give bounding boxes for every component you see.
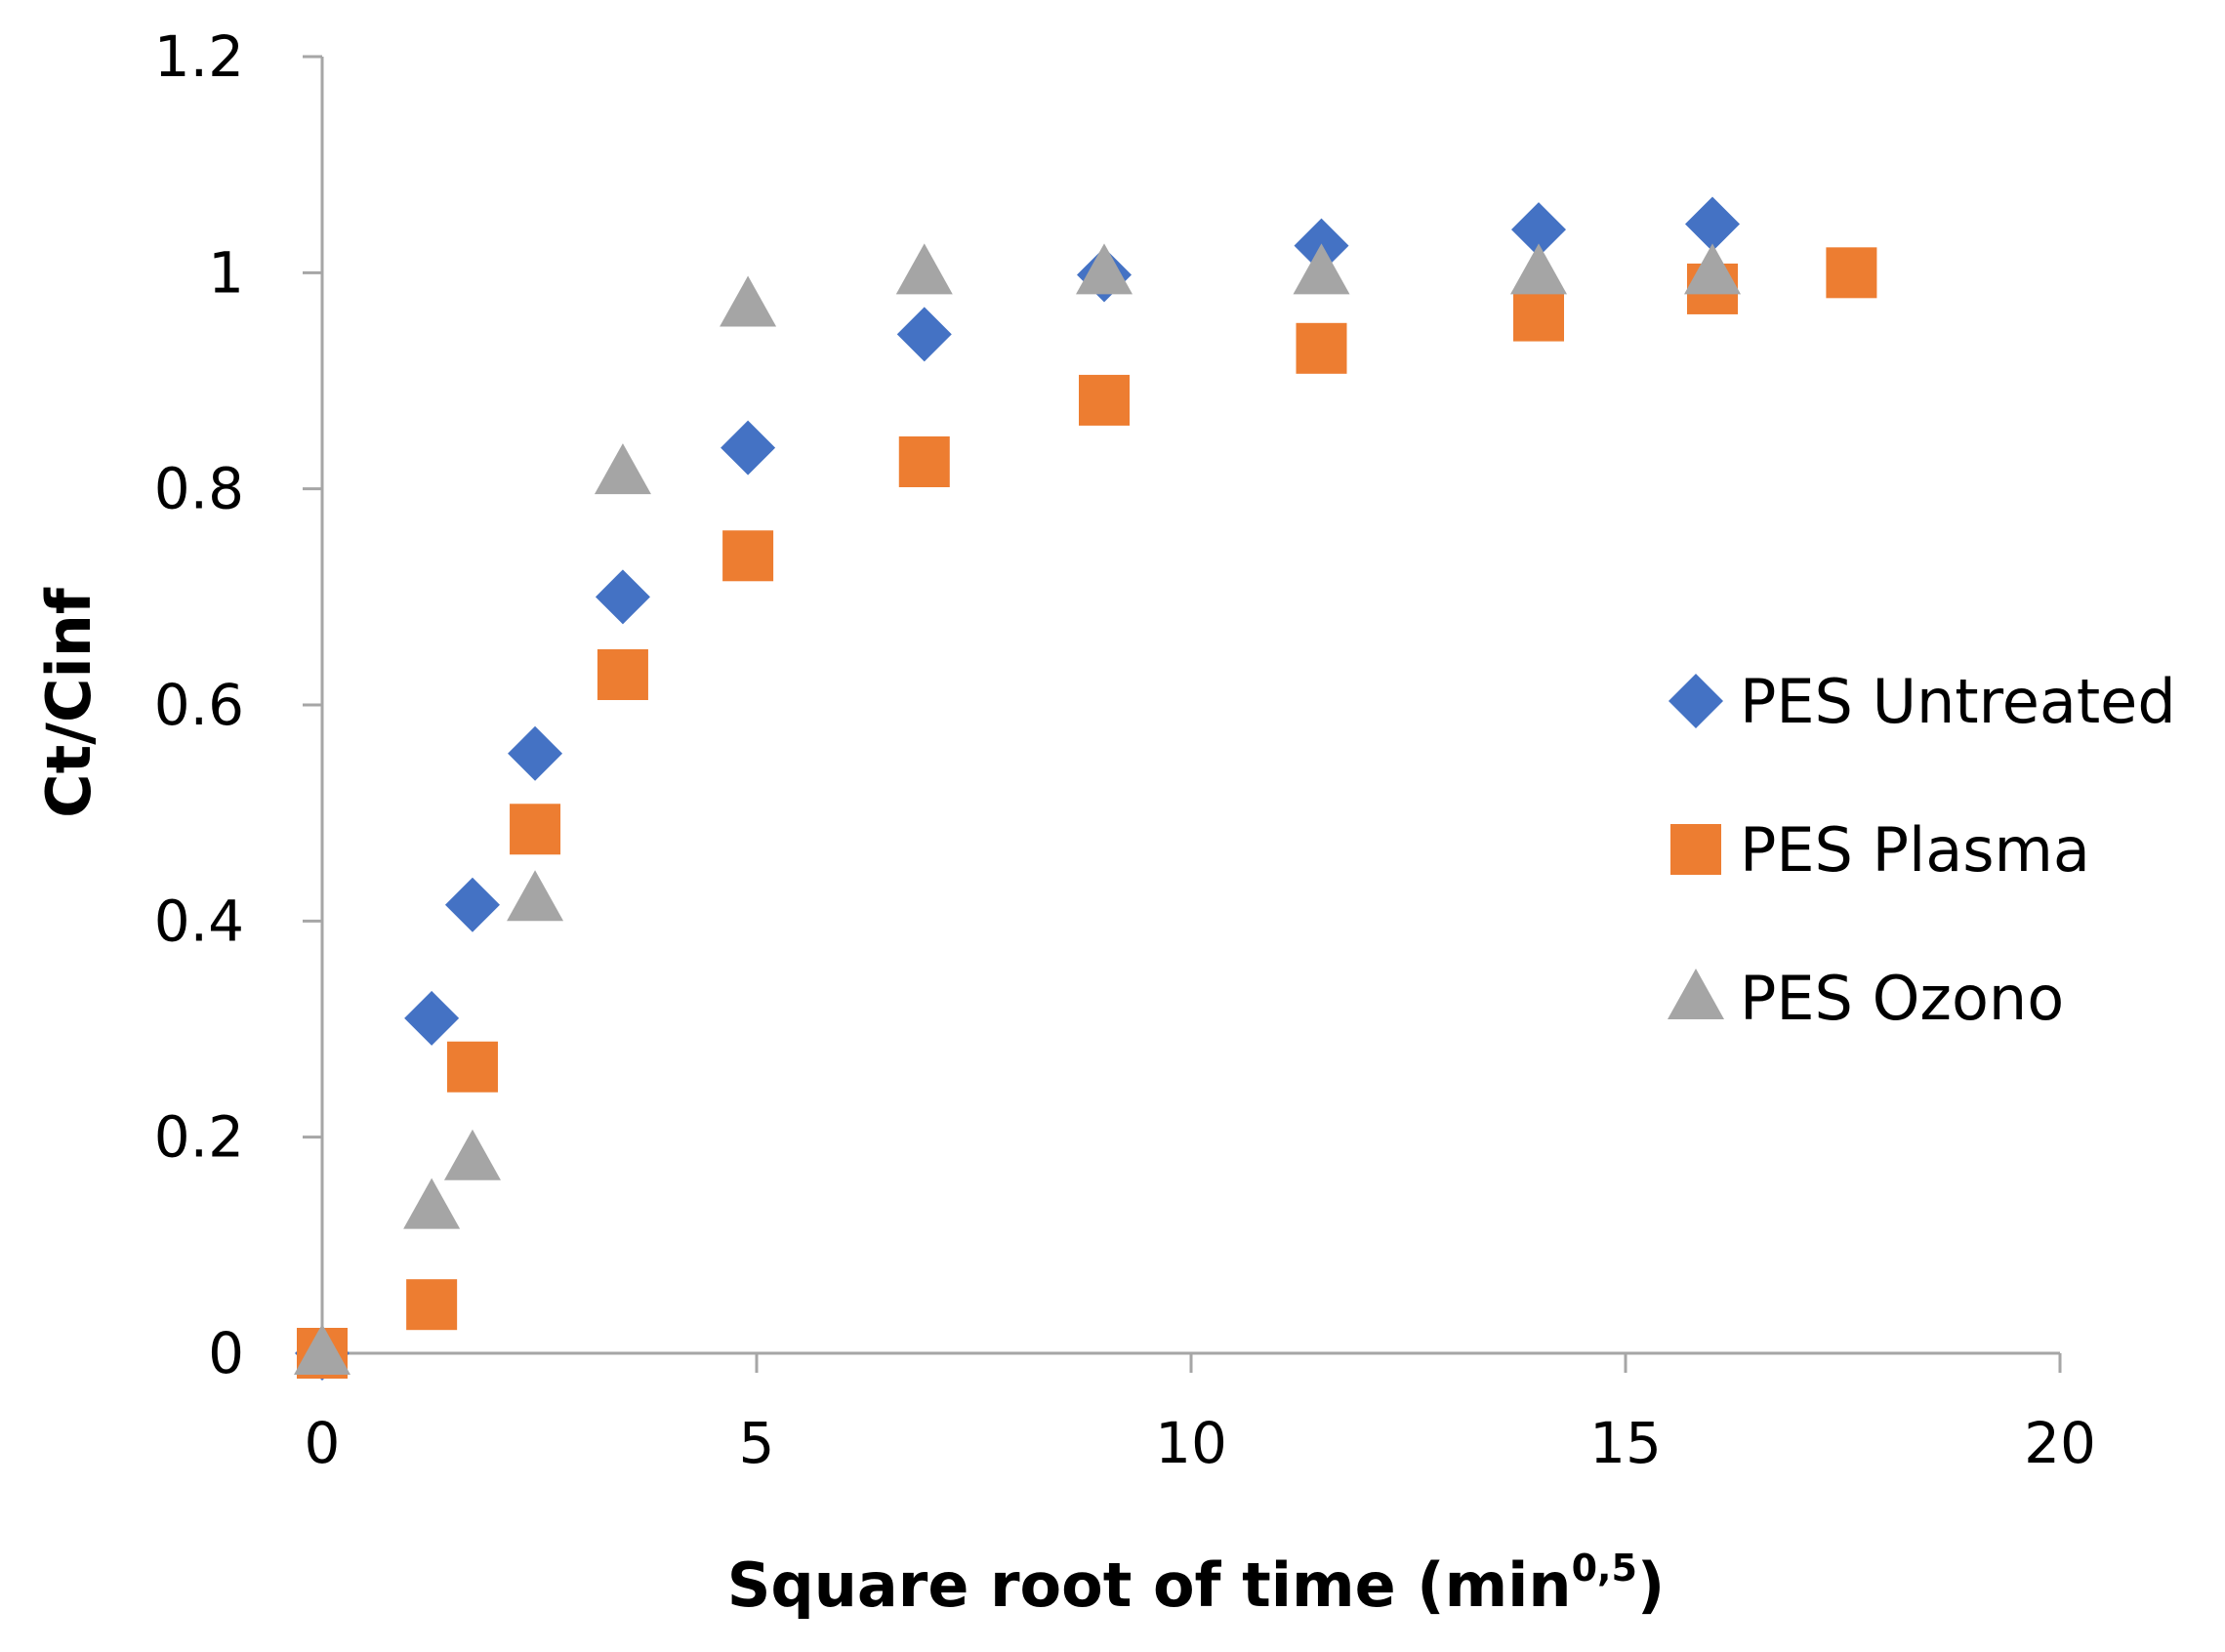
- y-tick-label: 0.8: [154, 456, 244, 522]
- legend-label-pes-untreated: PES Untreated: [1740, 666, 2176, 737]
- data-point-pes-plasma: [446, 1041, 498, 1093]
- legend-marker-pes-plasma: [1670, 824, 1721, 875]
- legend-item-pes-untreated: PES Untreated: [1669, 666, 2176, 737]
- data-point-pes-ozono: [443, 1129, 501, 1180]
- data-point-pes-ozono: [294, 1324, 350, 1375]
- data-point-pes-untreated: [508, 725, 563, 781]
- y-tick-label: 0.2: [154, 1104, 244, 1171]
- y-tick-label: 1.2: [154, 23, 244, 90]
- x-axis-title: Square root of time (min0,5): [727, 1547, 1666, 1621]
- legend-marker-pes-ozono: [1668, 969, 1724, 1019]
- axes: [303, 55, 2062, 1373]
- data-point-pes-plasma: [1513, 290, 1564, 342]
- data-point-pes-ozono: [1510, 243, 1567, 295]
- series-pes-ozono: [294, 243, 1741, 1375]
- data-point-pes-ozono: [507, 870, 564, 922]
- series-pes-plasma: [297, 247, 1877, 1379]
- x-tick-label: 0: [305, 1410, 341, 1476]
- x-tick-label: 15: [1589, 1410, 1662, 1476]
- data-point-pes-untreated: [1511, 202, 1566, 258]
- x-tick-label: 5: [739, 1410, 775, 1476]
- data-point-pes-untreated: [1685, 196, 1740, 252]
- data-point-pes-untreated: [721, 420, 776, 475]
- data-point-pes-untreated: [404, 990, 460, 1046]
- data-point-pes-plasma: [898, 436, 950, 487]
- x-tick-label: 10: [1155, 1410, 1227, 1476]
- legend: PES Untreated PES Plasma PES Ozono: [1668, 666, 2176, 1034]
- data-point-pes-plasma: [722, 530, 774, 582]
- data-point-pes-plasma: [597, 649, 648, 701]
- data-point-pes-ozono: [720, 275, 777, 327]
- data-point-pes-untreated: [444, 877, 500, 932]
- y-tick-label: 1: [208, 239, 244, 306]
- data-point-pes-plasma: [406, 1279, 458, 1331]
- data-point-pes-untreated: [896, 307, 952, 362]
- y-axis-title: Ct/Cinf: [33, 587, 104, 818]
- data-point-pes-ozono: [594, 443, 651, 495]
- x-axis-title-superscript: 0,5: [1572, 1547, 1637, 1590]
- legend-label-pes-ozono: PES Ozono: [1740, 963, 2064, 1034]
- data-points: [294, 196, 1877, 1381]
- y-tick-label: 0.4: [154, 888, 244, 954]
- data-point-pes-ozono: [1293, 243, 1350, 295]
- data-point-pes-plasma: [1296, 322, 1347, 374]
- data-point-pes-ozono: [1076, 243, 1133, 295]
- data-point-pes-plasma: [1079, 374, 1130, 426]
- y-tick-label: 0: [208, 1320, 244, 1386]
- data-point-pes-plasma: [1826, 247, 1877, 299]
- x-axis-title-main: Square root of time (min: [727, 1549, 1572, 1621]
- data-point-pes-ozono: [403, 1177, 461, 1229]
- legend-label-pes-plasma: PES Plasma: [1740, 814, 2090, 886]
- x-tick-label: 20: [2024, 1410, 2096, 1476]
- data-point-pes-untreated: [595, 569, 650, 625]
- x-axis-title-suffix: ): [1637, 1549, 1665, 1621]
- legend-item-pes-plasma: PES Plasma: [1670, 814, 2090, 886]
- tick-labels: 0 0.2 0.4 0.6 0.8 1 1.2 0 5 10 15 20: [154, 23, 2096, 1476]
- legend-item-pes-ozono: PES Ozono: [1668, 963, 2064, 1034]
- data-point-pes-ozono: [1684, 243, 1741, 295]
- data-point-pes-ozono: [895, 243, 953, 295]
- legend-marker-pes-untreated: [1669, 674, 1723, 728]
- y-tick-label: 0.6: [154, 672, 244, 738]
- data-point-pes-plasma: [510, 804, 561, 855]
- series-pes-untreated: [295, 196, 1740, 1381]
